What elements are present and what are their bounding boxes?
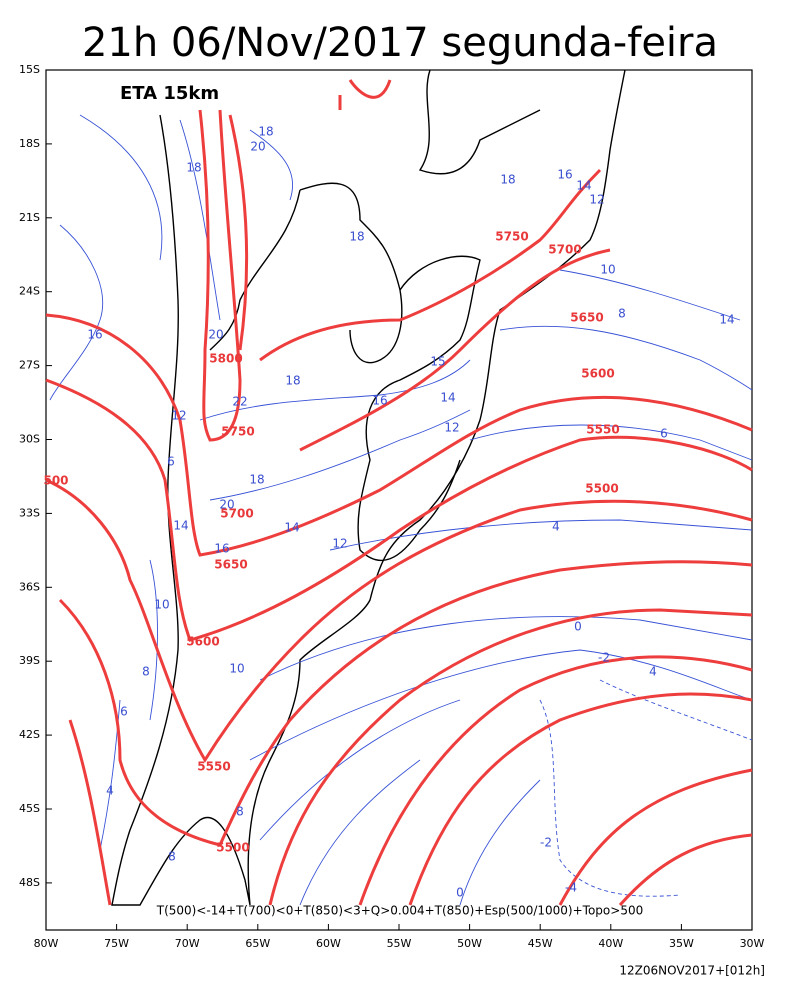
height-label: 5750 [495, 230, 528, 244]
temperature-label: 12 [444, 421, 459, 435]
longitude-label: 70W [175, 937, 200, 950]
height-label: 500 [43, 474, 68, 488]
temperature-label: 18 [285, 374, 300, 388]
temperature-label: 4 [106, 784, 114, 798]
height-label: 5550 [197, 760, 230, 774]
temperature-label: 12 [332, 537, 347, 551]
height-label: 5650 [214, 558, 247, 572]
latitude-label: 21S [19, 211, 40, 224]
latitude-label: 42S [19, 728, 40, 741]
temperature-label: 8 [618, 307, 626, 321]
legend-text: T(500)<-14+T(700)<0+T(850)<3+Q>0.004+T(8… [156, 904, 643, 918]
latitude-label: 48S [19, 876, 40, 889]
temperature-label: 0 [456, 886, 464, 900]
model-label: ETA 15km [120, 83, 219, 104]
temperature-label: 18 [249, 473, 264, 487]
height-label: 5550 [586, 423, 619, 437]
temperature-label: 16 [557, 168, 572, 182]
longitude-label: 65W [245, 937, 270, 950]
temperature-label: 20 [250, 140, 265, 154]
longitude-label: 80W [34, 937, 59, 950]
temperature-label: 4 [649, 665, 657, 679]
longitude-label: 55W [387, 937, 412, 950]
temperature-label: 10 [154, 598, 169, 612]
longitude-label: 30W [740, 937, 765, 950]
temperature-label: -2 [598, 651, 610, 665]
latitude-label: 36S [19, 580, 40, 593]
latitude-label: 45S [19, 802, 40, 815]
temperature-label: 16 [372, 394, 387, 408]
longitude-label: 35W [669, 937, 694, 950]
temperature-label: 15 [430, 355, 445, 369]
longitude-label: 75W [104, 937, 129, 950]
height-label: 5700 [220, 507, 253, 521]
temperature-label: 10 [600, 263, 615, 277]
temperature-label: 8 [168, 850, 176, 864]
latitude-label: 24S [19, 285, 40, 298]
temperature-label: 8 [236, 805, 244, 819]
height-label: 5750 [221, 425, 254, 439]
temperature-label: 14 [576, 179, 591, 193]
temperature-label: 14 [440, 391, 455, 405]
height-label: 5700 [548, 243, 581, 257]
temperature-label: 6 [120, 705, 128, 719]
temperature-label: 18 [349, 230, 364, 244]
temperature-label: 14 [173, 519, 188, 533]
height-label: 5600 [581, 367, 614, 381]
height-contours [45, 79, 753, 906]
temperature-label: -4 [565, 881, 577, 895]
latitude-label: 18S [19, 137, 40, 150]
temperature-label: 4 [552, 520, 560, 534]
longitude-label: 60W [316, 937, 341, 950]
temperature-label: 12 [589, 193, 604, 207]
height-label: 5800 [209, 352, 242, 366]
latitude-label: 30S [19, 433, 40, 446]
temperature-label: 12 [171, 409, 186, 423]
title: 21h 06/Nov/2017 segunda-feira [82, 20, 718, 66]
temperature-label: 0 [574, 620, 582, 634]
temperature-label: 16 [214, 542, 229, 556]
temperature-label: 20 [208, 328, 223, 342]
latitude-label: 39S [19, 654, 40, 667]
latitude-label: 15S [19, 63, 40, 76]
map-frame [45, 69, 753, 931]
longitude-label: 45W [528, 937, 553, 950]
temperature-label: 6 [167, 455, 175, 469]
longitude-label: 50W [457, 937, 482, 950]
temperature-label: 10 [229, 662, 244, 676]
height-label: 5650 [570, 311, 603, 325]
latitude-label: 27S [19, 359, 40, 372]
temperature-label: 16 [87, 328, 102, 342]
latitude-label: 33S [19, 506, 40, 519]
temperature-label: 6 [660, 427, 668, 441]
temperature-label: 22 [232, 395, 247, 409]
temperature-label: 18 [500, 173, 515, 187]
longitude-label: 40W [598, 937, 623, 950]
temperature-contours [49, 114, 753, 906]
height-label: 5500 [216, 841, 249, 855]
temperature-label: -2 [540, 836, 552, 850]
temperature-label: 14 [719, 313, 734, 327]
temperature-label: 18 [258, 125, 273, 139]
temperature-label: 8 [142, 665, 150, 679]
temperature-label: 18 [186, 161, 201, 175]
temperature-label: 14 [284, 521, 299, 535]
timestamp: 12Z06NOV2017+[012h] [619, 964, 765, 978]
height-label: 5600 [186, 635, 219, 649]
height-label: 5500 [585, 482, 618, 496]
temperature-label: 20 [219, 498, 234, 512]
